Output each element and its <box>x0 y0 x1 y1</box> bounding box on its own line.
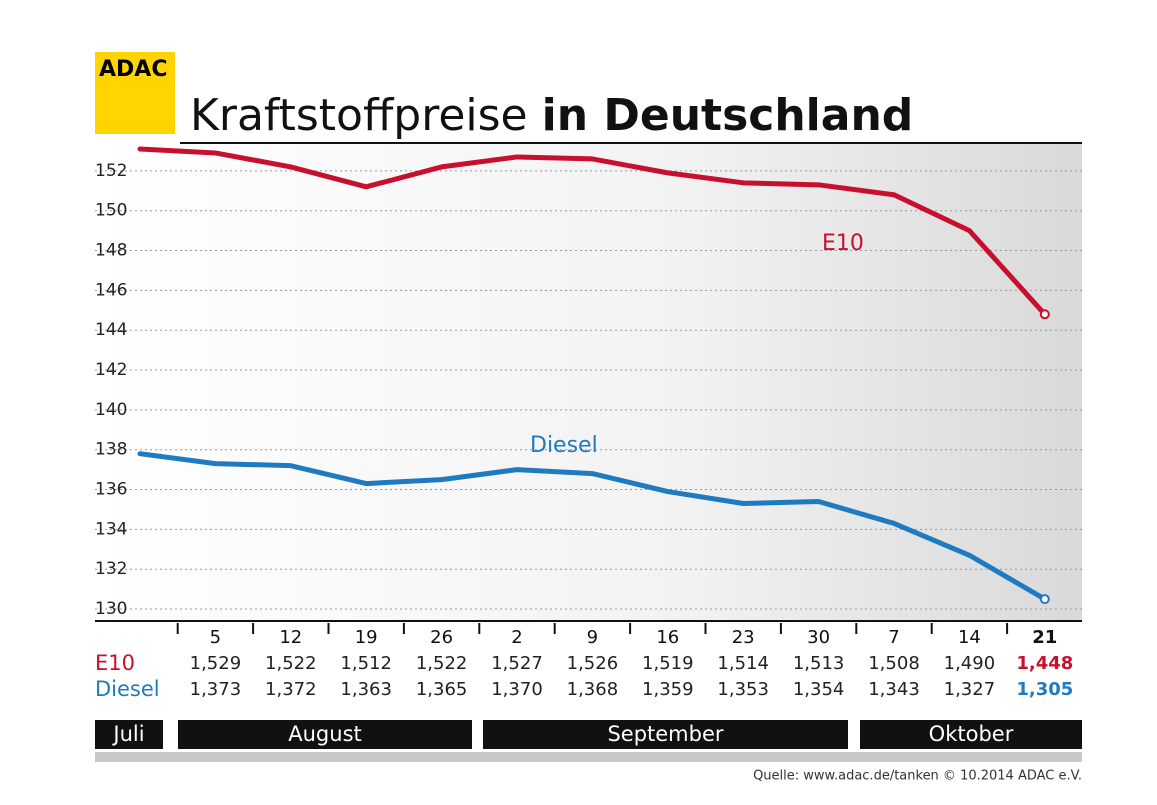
value-label: 1,373 <box>190 679 242 700</box>
chart: ADAC Kraftstoffpreise in Deutschland Que… <box>0 0 1157 801</box>
y-tick-label: 148 <box>95 241 127 261</box>
value-label: 1,305 <box>1016 679 1073 700</box>
value-label: 1,365 <box>416 679 468 700</box>
month-label: September <box>607 722 723 746</box>
x-tick-label: 5 <box>210 627 221 648</box>
y-tick-label: 130 <box>95 599 127 619</box>
value-label: 1,529 <box>190 653 242 674</box>
x-tick-label: 23 <box>732 627 755 648</box>
month-label: August <box>288 722 362 746</box>
x-tick-label: 30 <box>807 627 830 648</box>
value-label: 1,512 <box>340 653 392 674</box>
x-tick-label: 26 <box>430 627 453 648</box>
title-emphasis: in Deutschland <box>542 90 914 141</box>
chart-title: Kraftstoffpreise in Deutschland <box>190 90 913 141</box>
value-label: 1,522 <box>416 653 468 674</box>
value-label: 1,514 <box>717 653 769 674</box>
y-tick-label: 134 <box>95 519 127 539</box>
value-label: 1,359 <box>642 679 694 700</box>
x-tick-label: 14 <box>958 627 981 648</box>
row-label: Diesel <box>95 677 160 701</box>
value-label: 1,490 <box>944 653 996 674</box>
source: Quelle: www.adac.de/tanken © 10.2014 ADA… <box>753 769 1082 784</box>
value-label: 1,372 <box>265 679 317 700</box>
logo: ADAC <box>99 57 167 82</box>
month-label: Oktober <box>929 722 1014 746</box>
end-point <box>1041 595 1049 603</box>
value-label: 1,353 <box>717 679 769 700</box>
value-label: 1,508 <box>868 653 920 674</box>
x-tick-label: 19 <box>355 627 378 648</box>
footer-band <box>95 752 1082 762</box>
y-tick-label: 132 <box>95 559 127 579</box>
y-tick-label: 146 <box>95 280 127 300</box>
series-label: E10 <box>822 231 864 256</box>
end-point <box>1041 310 1049 318</box>
y-tick-label: 152 <box>95 161 127 181</box>
value-label: 1,527 <box>491 653 543 674</box>
y-tick-label: 136 <box>95 480 127 500</box>
x-tick-label: 21 <box>1032 627 1057 648</box>
x-tick-label: 7 <box>888 627 899 648</box>
y-tick-label: 144 <box>95 320 127 340</box>
value-label: 1,343 <box>868 679 920 700</box>
value-label: 1,522 <box>265 653 317 674</box>
title: Kraftstoffpreise <box>190 90 528 141</box>
month-label: Juli <box>111 722 144 746</box>
row-label: E10 <box>95 651 135 675</box>
y-tick-label: 142 <box>95 360 127 380</box>
x-tick-label: 2 <box>511 627 522 648</box>
series-label: Diesel <box>530 433 598 458</box>
value-label: 1,370 <box>491 679 543 700</box>
x-tick-label: 9 <box>587 627 598 648</box>
value-label: 1,526 <box>567 653 619 674</box>
value-label: 1,327 <box>944 679 996 700</box>
x-tick-label: 12 <box>279 627 302 648</box>
y-tick-label: 150 <box>95 201 127 221</box>
y-tick-label: 138 <box>95 440 127 460</box>
y-tick-label: 140 <box>95 400 127 420</box>
value-label: 1,368 <box>567 679 619 700</box>
value-label: 1,519 <box>642 653 694 674</box>
value-label: 1,363 <box>340 679 392 700</box>
value-label: 1,513 <box>793 653 845 674</box>
value-label: 1,448 <box>1016 653 1073 674</box>
x-tick-label: 16 <box>656 627 679 648</box>
value-label: 1,354 <box>793 679 845 700</box>
